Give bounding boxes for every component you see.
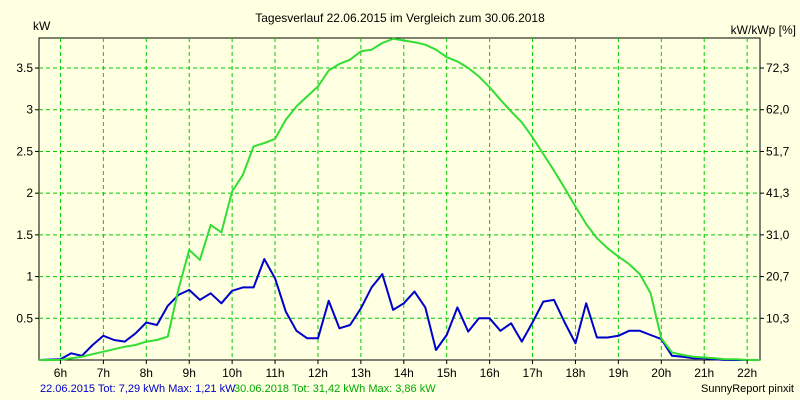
series-line-22-06-2015 bbox=[38, 258, 760, 361]
x-tick-label: 17h bbox=[523, 366, 543, 380]
chart-title: Tagesverlauf 22.06.2015 im Vergleich zum… bbox=[255, 11, 545, 25]
y-tick-label-right: 31,0 bbox=[766, 228, 790, 242]
x-tick-label: 10h bbox=[222, 366, 242, 380]
x-tick-label: 7h bbox=[97, 366, 110, 380]
y-tick-label-right: 10,3 bbox=[766, 311, 790, 325]
y-tick-label-left: 1.5 bbox=[16, 228, 33, 242]
y-tick-label-right: 51,7 bbox=[766, 144, 790, 158]
x-tick-label: 9h bbox=[183, 366, 196, 380]
plot-area bbox=[38, 37, 761, 361]
x-tick-label: 20h bbox=[651, 366, 671, 380]
x-tick-label: 18h bbox=[565, 366, 585, 380]
x-tick-label: 21h bbox=[694, 366, 714, 380]
x-tick-label: 14h bbox=[394, 366, 414, 380]
y-tick-label-left: 1 bbox=[26, 270, 33, 284]
footer-2018-summary: 30.06.2018 Tot: 31,42 kWh Max: 3,86 kW bbox=[234, 383, 436, 395]
x-tick-label: 13h bbox=[351, 366, 371, 380]
series-line-30-06-2018 bbox=[39, 37, 760, 361]
y-axis-label-left: kW bbox=[33, 19, 51, 33]
x-tick-label: 8h bbox=[140, 366, 153, 380]
x-tick-label: 12h bbox=[308, 366, 328, 380]
y-tick-label-left: 0.5 bbox=[16, 311, 33, 325]
y-tick-label-left: 3.5 bbox=[16, 61, 33, 75]
y-tick-label-right: 20,7 bbox=[766, 270, 790, 284]
x-tick-label: 16h bbox=[480, 366, 500, 380]
footer-2015-summary: 22.06.2015 Tot: 7,29 kWh Max: 1,21 kW bbox=[40, 383, 236, 395]
y-tick-label-right: 41,3 bbox=[766, 186, 790, 200]
y-axis-label-right: kW/kWp [%] bbox=[731, 23, 796, 37]
series-group bbox=[38, 37, 760, 361]
y-tick-label-left: 2 bbox=[26, 186, 33, 200]
x-tick-label: 11h bbox=[265, 366, 284, 380]
x-tick-label: 19h bbox=[608, 366, 628, 380]
x-tick-label: 6h bbox=[54, 366, 67, 380]
y-tick-label-left: 2.5 bbox=[16, 144, 33, 158]
x-tick-label: 22h bbox=[737, 366, 757, 380]
x-tick-label: 15h bbox=[437, 366, 457, 380]
footer-credit: SunnyReport pinxit bbox=[701, 383, 794, 395]
y-tick-label-right: 62,0 bbox=[766, 103, 790, 117]
y-tick-label-left: 3 bbox=[26, 103, 33, 117]
y-tick-label-right: 72,3 bbox=[766, 61, 790, 75]
axis-labels: 6h 7h 8h 9h 10h 11h 12h 13h 14h 15h 16h 17h 18h 19h 20… bbox=[16, 61, 789, 380]
